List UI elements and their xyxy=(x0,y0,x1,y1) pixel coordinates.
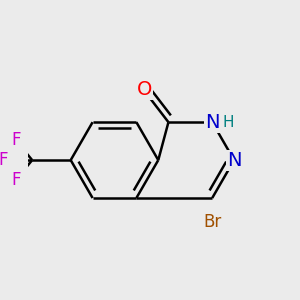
Text: H: H xyxy=(222,115,234,130)
Text: O: O xyxy=(137,80,152,99)
Text: N: N xyxy=(227,151,242,169)
Text: F: F xyxy=(0,151,8,169)
Text: N: N xyxy=(205,113,220,132)
Text: F: F xyxy=(11,131,20,149)
Text: Br: Br xyxy=(203,213,221,231)
Text: F: F xyxy=(11,171,20,189)
